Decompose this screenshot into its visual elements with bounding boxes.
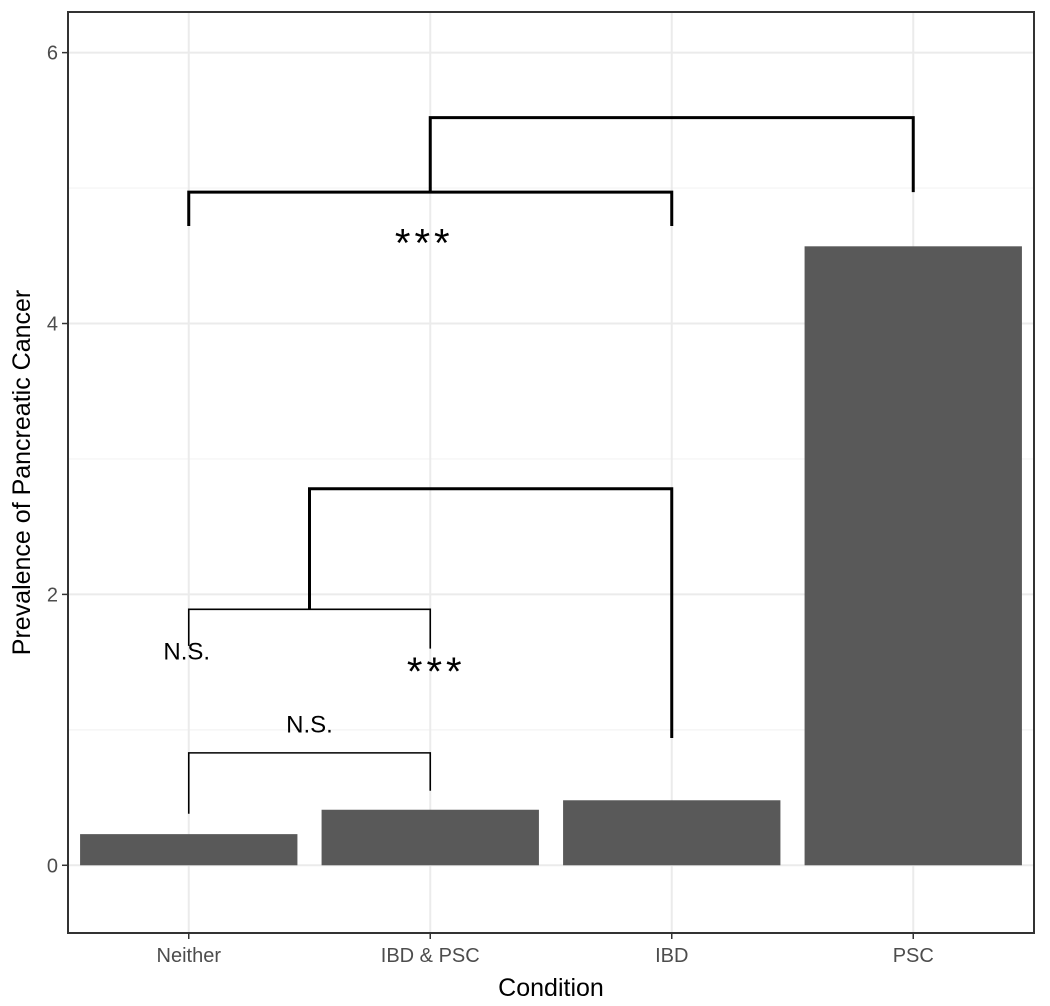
significance-bracket bbox=[187, 608, 432, 649]
y-tick-label: 6 bbox=[47, 43, 58, 65]
x-tick-label: IBD & PSC bbox=[381, 945, 480, 967]
significance-annotations: N.S. N.S. *** *** bbox=[163, 116, 915, 814]
axes: 0 2 4 6 Neither IBD & PSC IBD PSC bbox=[47, 43, 934, 967]
significance-bracket bbox=[428, 116, 915, 193]
y-tick-label: 2 bbox=[47, 584, 58, 606]
significance-bracket bbox=[308, 487, 674, 738]
significance-bracket bbox=[187, 190, 674, 226]
y-axis-title: Prevalence of Pancreatic Cancer bbox=[8, 290, 36, 655]
x-tick-label: PSC bbox=[893, 945, 934, 967]
bar-ibd-psc bbox=[321, 809, 539, 866]
bar-psc bbox=[804, 246, 1022, 866]
x-tick-label: Neither bbox=[157, 945, 222, 967]
plot-panel-border bbox=[67, 11, 1035, 934]
bar-ibd bbox=[563, 800, 781, 866]
y-tick-label: 4 bbox=[47, 314, 58, 336]
x-tick-label: IBD bbox=[655, 945, 688, 967]
significance-label: N.S. bbox=[286, 712, 333, 739]
x-axis-title: Condition bbox=[498, 974, 604, 1002]
significance-label: N.S. bbox=[163, 638, 210, 665]
y-tick-label: 0 bbox=[47, 855, 58, 877]
bar-neither bbox=[80, 834, 298, 866]
bars bbox=[80, 246, 1022, 866]
significance-stars: *** bbox=[407, 650, 466, 694]
significance-stars: *** bbox=[395, 221, 454, 265]
significance-bracket bbox=[187, 752, 432, 814]
